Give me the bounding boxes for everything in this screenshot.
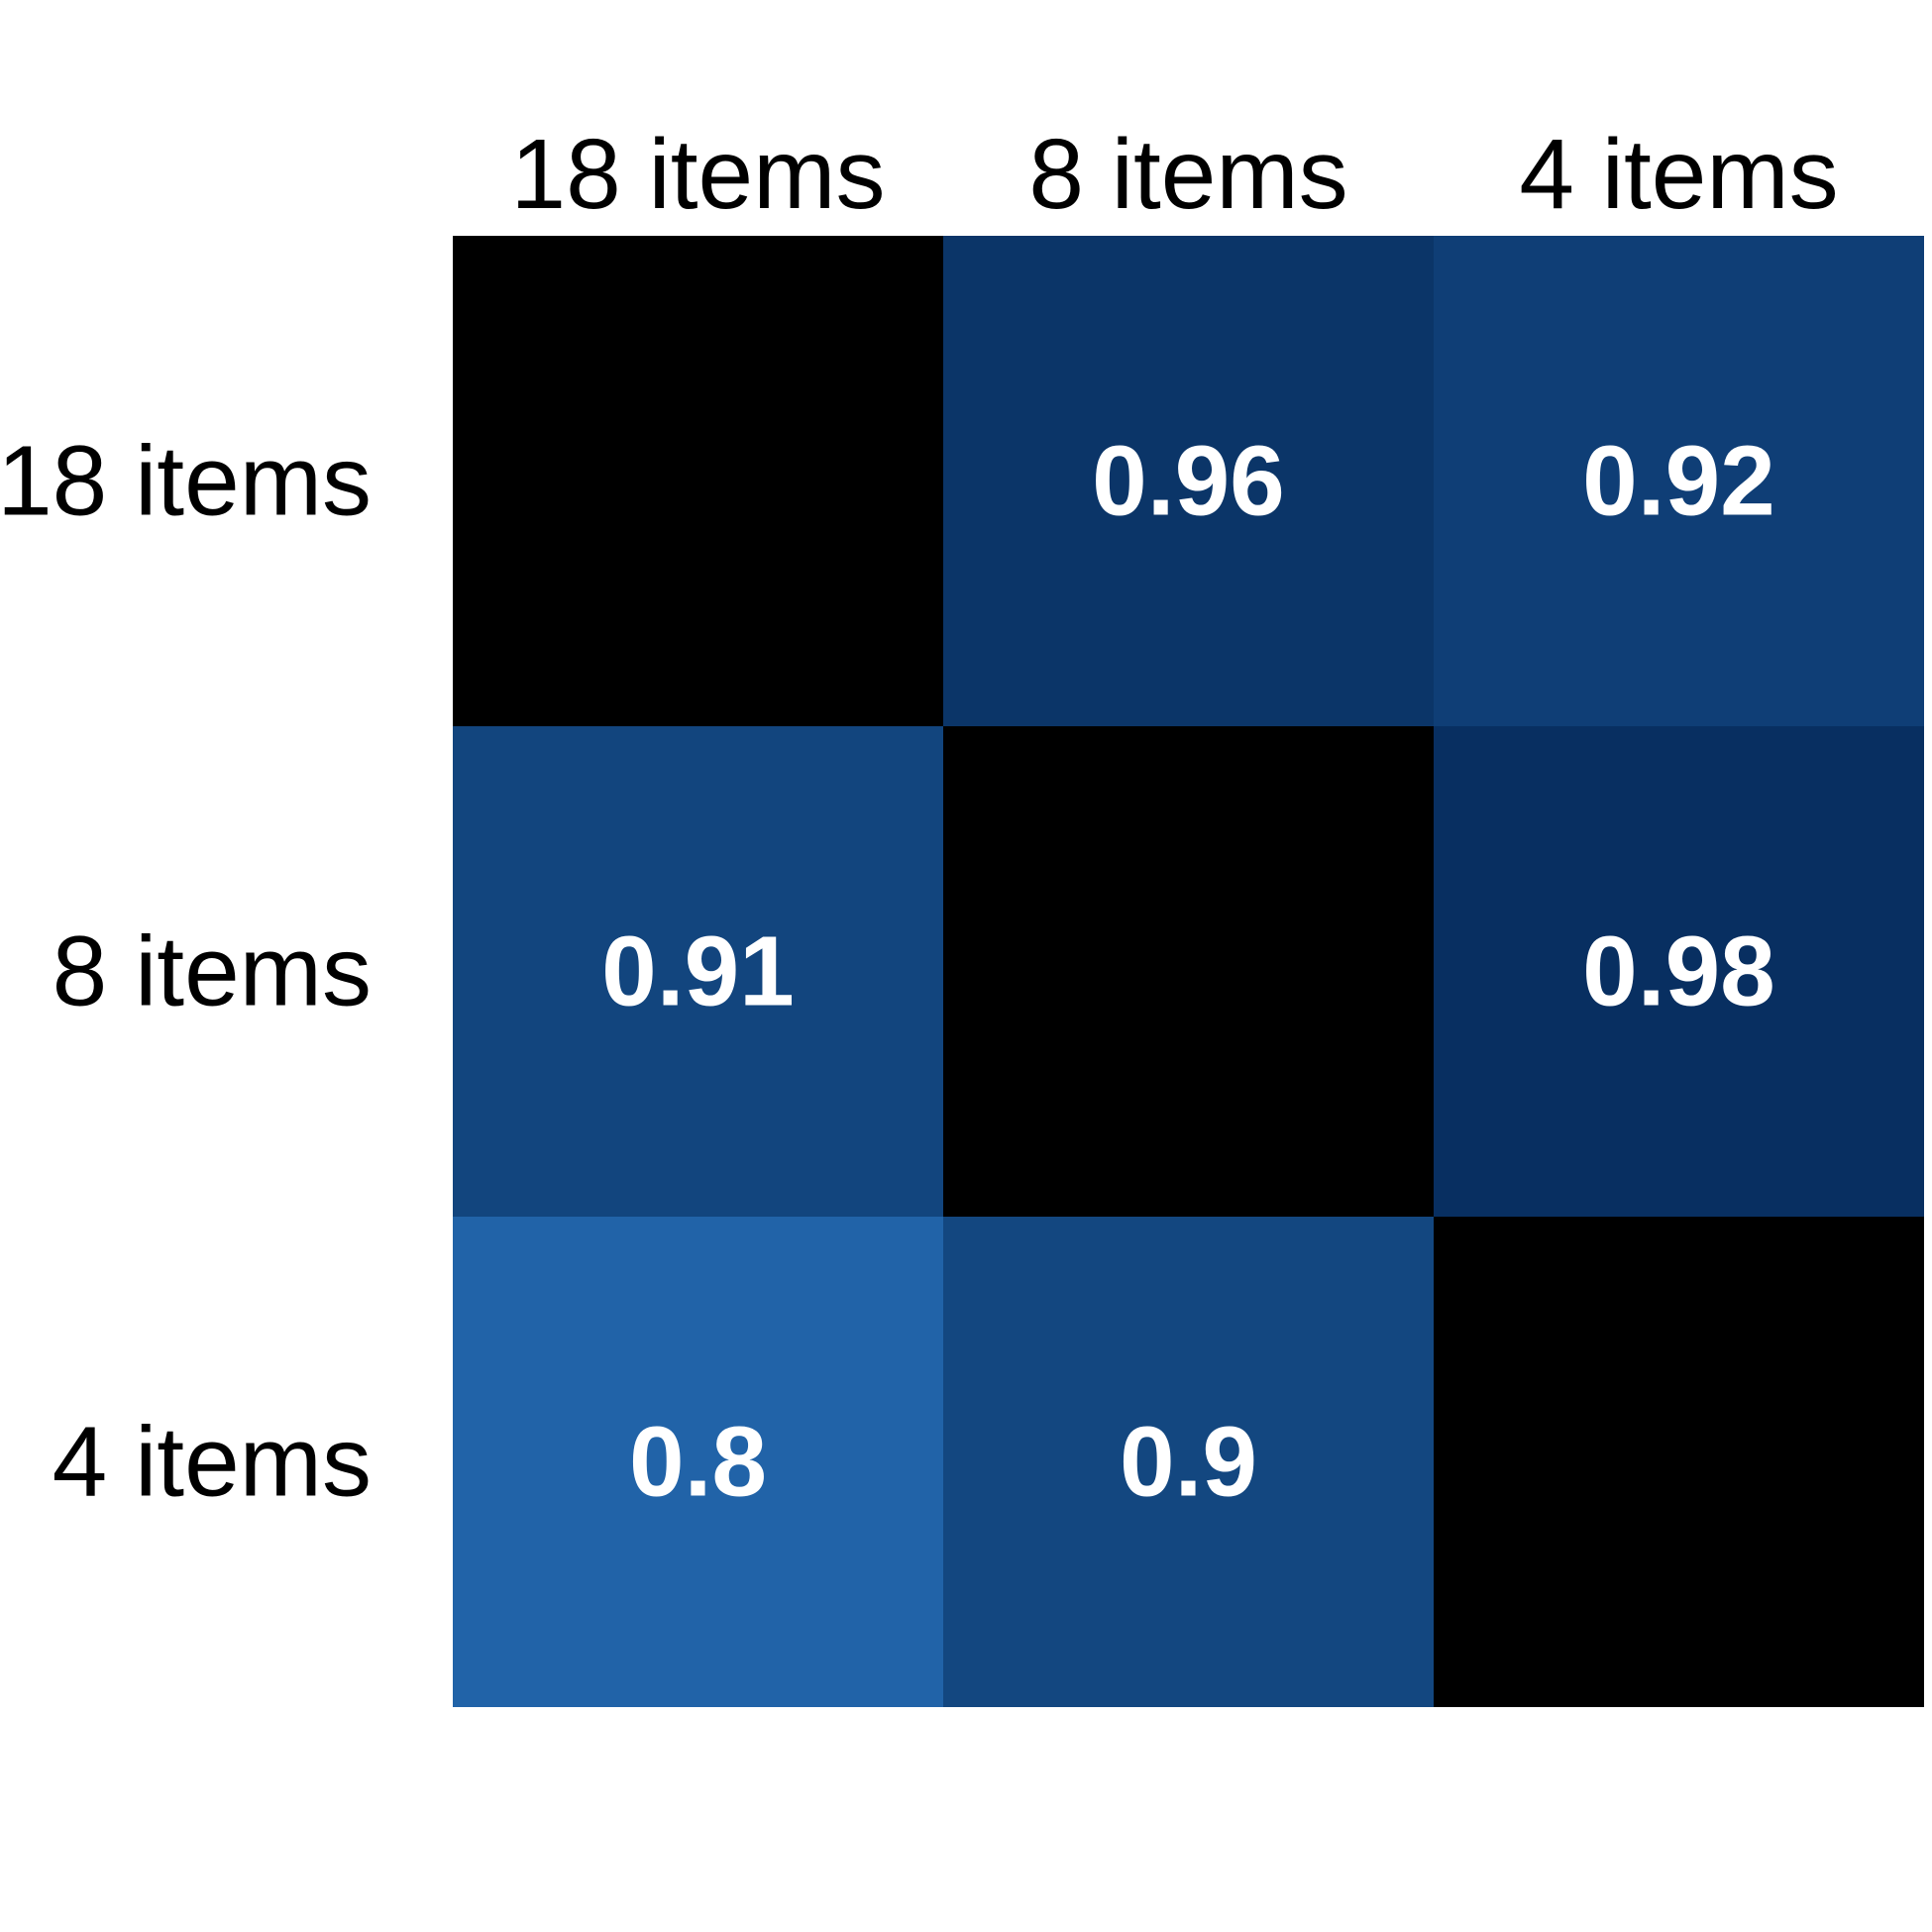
column-label: 4 items xyxy=(1519,119,1838,230)
heatmap-cells xyxy=(453,236,1924,1707)
heatmap-cell-r2-c0 xyxy=(453,1217,943,1707)
column-label: 8 items xyxy=(1028,119,1347,230)
heatmap-cell-r1-c2 xyxy=(1434,726,1924,1217)
cell-value-label: 0.91 xyxy=(601,916,795,1027)
heatmap-cell-r1-c1 xyxy=(943,726,1434,1217)
cell-value-label: 0.92 xyxy=(1582,426,1775,537)
row-label: 8 items xyxy=(53,916,372,1027)
heatmap-cell-r2-c2 xyxy=(1434,1217,1924,1707)
heatmap-cell-r0-c2 xyxy=(1434,236,1924,726)
cell-value-label: 0.96 xyxy=(1092,426,1285,537)
cell-value-label: 0.8 xyxy=(629,1407,767,1518)
heatmap-cell-r0-c1 xyxy=(943,236,1434,726)
heatmap-cell-labels: 0.96 0.92 0.91 0.98 0.8 0.9 xyxy=(601,426,1775,1518)
heatmap-cell-r1-c0 xyxy=(453,726,943,1217)
row-labels: 18 items 8 items 4 items xyxy=(0,426,372,1518)
row-label: 18 items xyxy=(0,426,372,537)
row-label: 4 items xyxy=(53,1407,372,1518)
cell-value-label: 0.9 xyxy=(1120,1407,1257,1518)
column-labels: 18 items 8 items 4 items xyxy=(511,119,1839,230)
column-label: 18 items xyxy=(511,119,886,230)
cell-value-label: 0.98 xyxy=(1582,916,1775,1027)
heatmap-cell-r2-c1 xyxy=(943,1217,1434,1707)
heatmap-cell-r0-c0 xyxy=(453,236,943,726)
